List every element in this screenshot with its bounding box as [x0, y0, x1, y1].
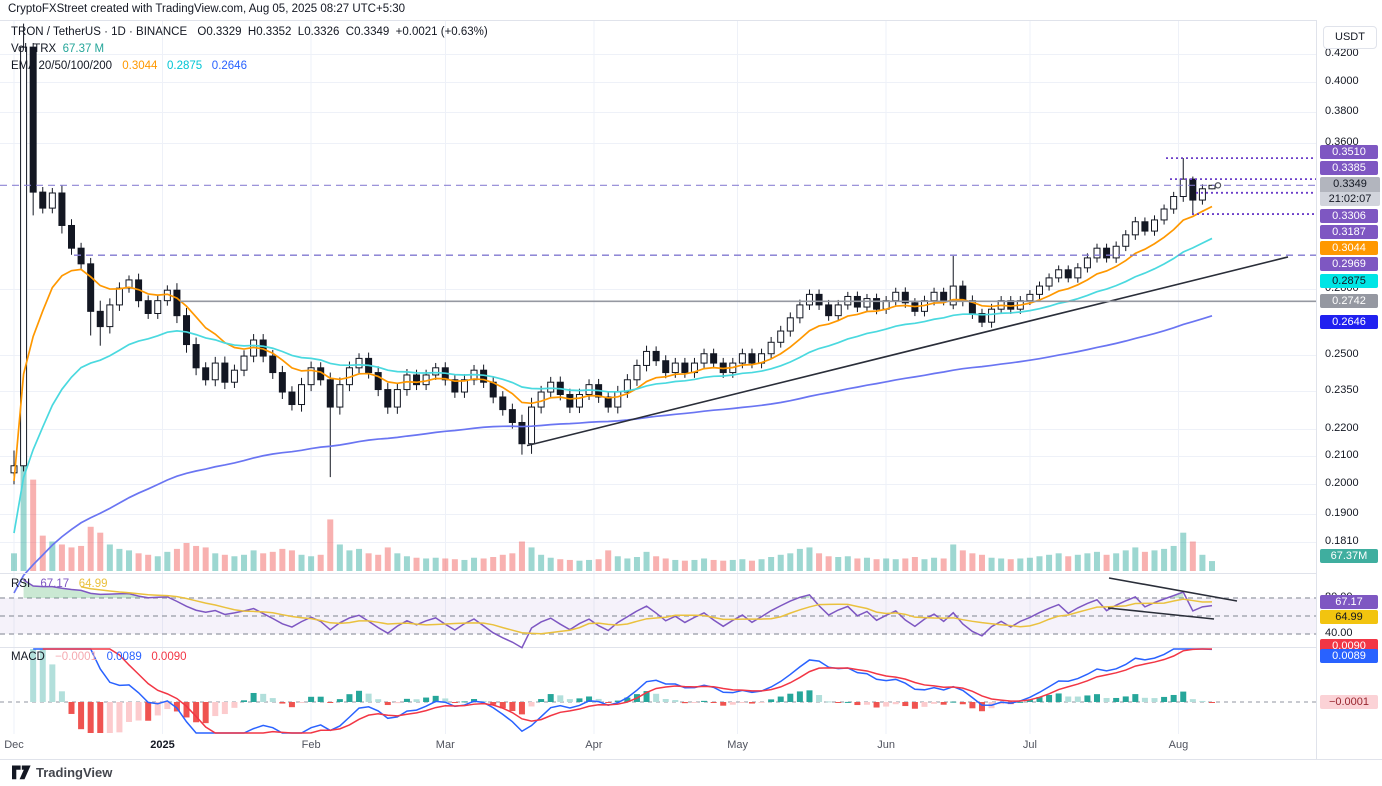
symbol-legend[interactable]: TRON / TetherUS · 1D · BINANCE O0.3329 H… — [11, 26, 488, 38]
price-tick-label: 0.4000 — [1325, 75, 1359, 88]
price-tick-label: 0.2000 — [1325, 477, 1359, 490]
time-axis-label-dec: Dec — [4, 739, 24, 751]
price-tick-label: 0.4200 — [1325, 47, 1359, 59]
tradingview-logo-text: TradingView — [36, 765, 113, 780]
time-axis-label-jul: Jul — [1022, 739, 1037, 751]
volume-value: 67.37 M — [62, 43, 105, 55]
axis-price-badge: 67.37M — [1320, 549, 1378, 563]
rsi-tick-label: 40.00 — [1325, 627, 1353, 639]
ema-legend[interactable]: EMA 20/50/100/200 0.3044 0.2875 0.2646 — [11, 60, 247, 72]
axis-price-badge: 0.0089 — [1320, 649, 1378, 663]
rsi-value: 67.17 — [40, 578, 70, 590]
volume-legend[interactable]: Vol TRX 67.37 M — [11, 43, 104, 55]
symbol-title: TRON / TetherUS · 1D · BINANCE — [11, 26, 188, 38]
time-axis-label-aug: Aug — [1168, 739, 1189, 751]
time-axis-label-apr: Apr — [585, 739, 603, 751]
ema200-value: 0.2646 — [211, 60, 247, 72]
page-title: CryptoFXStreet created with TradingView.… — [8, 3, 406, 15]
price-tick-label: 0.2200 — [1325, 422, 1359, 435]
price-tick-label: 0.2350 — [1325, 383, 1359, 396]
time-axis-label-mar: Mar — [435, 739, 455, 751]
price-tick-label: 0.1810 — [1325, 535, 1359, 548]
price-tick-label: 0.2500 — [1325, 347, 1359, 360]
ohlc-low-label: L — [297, 26, 305, 38]
axis-price-badge: 64.99 — [1320, 610, 1378, 624]
ohlc-open-label: O — [197, 26, 207, 38]
time-axis-label-2025: 2025 — [150, 739, 175, 751]
volume-ticker: TRX — [33, 43, 57, 55]
tradingview-logo-icon — [12, 765, 31, 780]
axis-price-badge: −0.0001 — [1320, 695, 1378, 709]
axis-price-badge: 0.3187 — [1320, 225, 1378, 239]
axis-price-badge: 0.3385 — [1320, 161, 1378, 175]
price-tick-label: 0.3800 — [1325, 105, 1359, 118]
ohlc-high-label: H — [247, 26, 257, 38]
bar-countdown: 21:02:07 — [1320, 192, 1380, 207]
rsi-label: RSI — [11, 578, 31, 590]
axis-price-badge: 0.3306 — [1320, 209, 1378, 223]
ohlc-low: 0.3326 — [304, 26, 340, 38]
axis-price-badge: 0.2742 — [1320, 294, 1378, 308]
volume-label: Vol — [11, 43, 27, 55]
macd-hist-value: −0.0001 — [55, 651, 97, 663]
time-axis-label-jun: Jun — [877, 739, 896, 751]
tradingview-branding[interactable]: TradingView — [12, 764, 112, 781]
axis-price-badge: 0.2646 — [1320, 315, 1378, 329]
price-tick-label: 0.1900 — [1325, 507, 1359, 520]
macd-signal-value: 0.0090 — [151, 651, 187, 663]
rsi-ma-value: 64.99 — [78, 578, 108, 590]
axis-price-badge: 0.3510 — [1320, 145, 1378, 159]
time-axis[interactable]: Dec 2025 Feb Mar Apr May Jun Jul Aug — [0, 734, 1316, 759]
price-tick-label: 0.2100 — [1325, 449, 1359, 462]
currency-toggle-button[interactable]: USDT — [1323, 26, 1377, 49]
ohlc-open: 0.3329 — [206, 26, 242, 38]
time-axis-label-feb: Feb — [301, 739, 321, 751]
ohlc-change: +0.0021 (+0.63%) — [395, 26, 488, 38]
macd-line-value: 0.0089 — [106, 651, 142, 663]
axis-price-badge: 67.17 — [1320, 595, 1378, 609]
macd-label: MACD — [11, 651, 45, 663]
axis-price-badge: 0.2969 — [1320, 257, 1378, 271]
macd-legend[interactable]: MACD −0.0001 0.0089 0.0090 — [11, 651, 187, 663]
last-price-value: 0.3349 — [1320, 177, 1380, 193]
axis-price-badge: 0.2875 — [1320, 274, 1378, 288]
ema-label: EMA 20/50/100/200 — [11, 60, 113, 72]
price-axis[interactable]: USDT 0.4200 0.4000 0.3800 0.3600 0.2800 0.250… — [1316, 20, 1382, 759]
ema20-value: 0.3044 — [122, 60, 158, 72]
time-axis-label-may: May — [727, 739, 748, 751]
ohlc-close-label: C — [345, 26, 355, 38]
ohlc-close: 0.3349 — [354, 26, 390, 38]
ohlc-high: 0.3352 — [256, 26, 292, 38]
ema50-value: 0.2875 — [167, 60, 203, 72]
last-price-countdown-badge: 0.3349 21:02:07 — [1320, 177, 1380, 207]
rsi-legend[interactable]: RSI 67.17 64.99 — [11, 578, 108, 590]
axis-price-badge: 0.3044 — [1320, 241, 1378, 255]
